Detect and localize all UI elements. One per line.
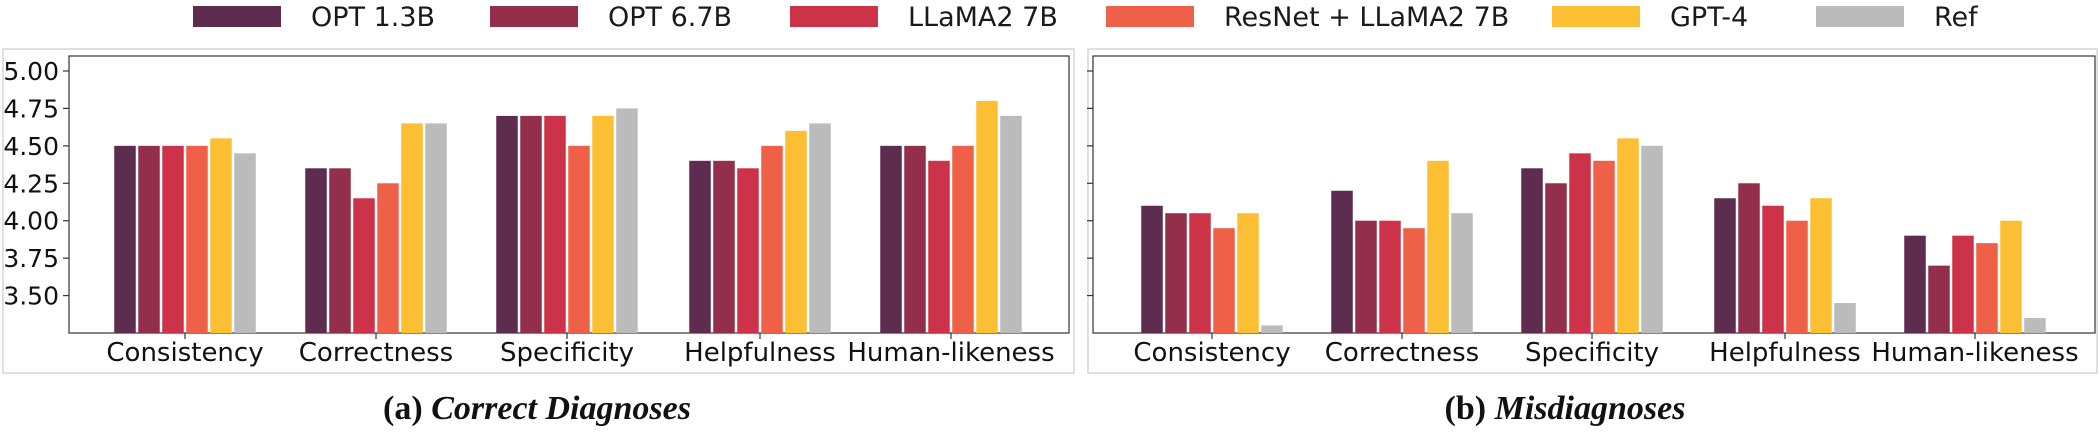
bar-helpfulness-3 (1786, 220, 1808, 333)
bar-correctness-5 (1451, 213, 1473, 333)
bar-consistency-0 (114, 145, 136, 333)
bar-specificity-1 (520, 115, 542, 333)
caption-title: Misdiagnoses (1494, 390, 1686, 427)
legend-label: OPT 6.7B (608, 2, 733, 33)
bar-specificity-3 (568, 145, 590, 333)
bar-specificity-0 (496, 115, 518, 333)
legend-swatch (1106, 6, 1194, 27)
chart-legend: OPT 1.3B OPT 6.7B LLaMA2 7B ResNet + LLa… (0, 0, 2100, 36)
legend-label: OPT 1.3B (311, 2, 436, 33)
bar-human-likeness-4 (976, 100, 998, 334)
bar-specificity-2 (1569, 153, 1591, 333)
bar-correctness-4 (401, 123, 423, 333)
legend-label: LLaMA2 7B (908, 2, 1058, 33)
bar-helpfulness-5 (1834, 303, 1856, 333)
bar-correctness-3 (377, 183, 399, 333)
bar-helpfulness-1 (1738, 183, 1760, 333)
bar-correctness-3 (1403, 228, 1425, 333)
bar-helpfulness-4 (785, 130, 807, 333)
x-tick-label: Specificity (500, 338, 634, 368)
bar-correctness-5 (425, 123, 447, 333)
legend-swatch (1816, 6, 1904, 27)
bar-human-likeness-1 (904, 145, 926, 333)
x-tick-label: Consistency (1133, 338, 1290, 368)
legend-swatch (790, 6, 878, 27)
bar-specificity-4 (592, 115, 614, 333)
bar-specificity-1 (1545, 183, 1567, 333)
bar-consistency-0 (1141, 205, 1163, 333)
bar-correctness-4 (1427, 160, 1449, 333)
caption-correct-diagnoses: (a) Correct Diagnoses (383, 390, 691, 428)
bar-helpfulness-2 (1762, 205, 1784, 333)
legend-swatch (1552, 6, 1640, 27)
x-tick-label: Helpfulness (1709, 338, 1861, 368)
x-tick-label: Correctness (299, 338, 453, 368)
bar-helpfulness-5 (809, 123, 831, 333)
bar-specificity-5 (616, 108, 638, 334)
y-tick-label: 3.75 (3, 244, 59, 273)
bar-human-likeness-0 (1904, 235, 1926, 333)
bar-consistency-2 (1189, 213, 1211, 333)
bar-human-likeness-1 (1928, 265, 1950, 333)
bar-helpfulness-4 (1810, 198, 1832, 333)
bar-consistency-3 (1213, 228, 1235, 333)
caption-prefix: (b) (1444, 390, 1487, 427)
bar-human-likeness-2 (928, 160, 950, 333)
bar-correctness-0 (305, 168, 327, 333)
bar-correctness-2 (353, 198, 375, 333)
bar-specificity-0 (1521, 168, 1543, 333)
legend-label: GPT-4 (1670, 2, 1749, 33)
x-tick-label: Correctness (1325, 338, 1479, 368)
caption-prefix: (a) (383, 390, 423, 427)
bar-specificity-5 (1641, 145, 1663, 333)
bar-correctness-1 (329, 168, 351, 333)
bar-consistency-2 (162, 145, 184, 333)
y-tick-label: 4.50 (3, 132, 59, 161)
bar-human-likeness-0 (880, 145, 902, 333)
bar-specificity-4 (1617, 138, 1639, 333)
y-tick-label: 4.75 (3, 94, 59, 123)
bar-correctness-0 (1331, 190, 1353, 333)
y-tick-label: 4.00 (3, 207, 59, 236)
y-tick-label: 3.50 (3, 282, 59, 311)
bar-consistency-5 (234, 153, 256, 333)
bar-human-likeness-3 (1976, 243, 1998, 333)
bar-human-likeness-3 (952, 145, 974, 333)
y-tick-label: 4.25 (3, 169, 59, 198)
caption-title: Correct Diagnoses (431, 390, 691, 427)
bar-consistency-1 (1165, 213, 1187, 333)
bar-specificity-2 (544, 115, 566, 333)
bar-correctness-2 (1379, 220, 1401, 333)
legend-swatch (193, 6, 281, 27)
panel-frame (1087, 48, 2098, 374)
x-tick-label: Human-likeness (1871, 338, 2078, 368)
bar-human-likeness-2 (1952, 235, 1974, 333)
bar-human-likeness-4 (2000, 220, 2022, 333)
bar-consistency-5 (1261, 325, 1283, 333)
legend-label: ResNet + LLaMA2 7B (1224, 2, 1510, 33)
bar-human-likeness-5 (1000, 115, 1022, 333)
legend-label: Ref (1934, 2, 1978, 33)
bar-consistency-4 (1237, 213, 1259, 333)
bar-helpfulness-0 (689, 160, 711, 333)
caption-misdiagnoses: (b) Misdiagnoses (1445, 390, 1686, 428)
bar-helpfulness-3 (761, 145, 783, 333)
x-tick-label: Human-likeness (847, 338, 1054, 368)
panel-frame (2, 48, 1075, 374)
bar-consistency-3 (186, 145, 208, 333)
bar-helpfulness-0 (1714, 198, 1736, 333)
x-tick-label: Consistency (106, 338, 263, 368)
bar-human-likeness-5 (2024, 318, 2046, 333)
bar-specificity-3 (1593, 160, 1615, 333)
bar-correctness-1 (1355, 220, 1377, 333)
bar-consistency-4 (210, 138, 232, 333)
x-tick-label: Specificity (1525, 338, 1659, 368)
bar-helpfulness-2 (737, 168, 759, 333)
y-tick-label: 5.00 (3, 57, 59, 86)
bar-consistency-1 (138, 145, 160, 333)
x-tick-label: Helpfulness (684, 338, 836, 368)
legend-swatch (490, 6, 578, 27)
bar-helpfulness-1 (713, 160, 735, 333)
